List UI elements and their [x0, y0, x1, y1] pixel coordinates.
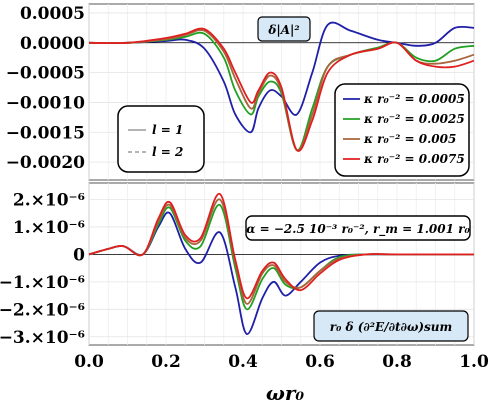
bottom-series [88, 193, 474, 335]
bottom-x-ticks: 0.0 0.2 0.4 0.6 0.8 1.0 [74, 352, 488, 372]
quantity-annotation: r₀ δ (∂²E/∂t∂ω)sum [313, 310, 469, 342]
bottom-panel: 2.×10⁻⁶1.×10⁻⁶0−1.×10⁻⁶−2.×10⁻⁶−3.×10⁻⁶ … [0, 182, 488, 372]
y-tick-label: 0.0005 [20, 4, 85, 24]
top-y-ticks: 0.0005 0.0000 −0.0005 −0.0010 −0.0015 −0.0020 [6, 4, 85, 173]
x-axis-label: ωr₀ [266, 381, 305, 405]
quantity-text: r₀ δ (∂²E/∂t∂ω)sum [330, 320, 452, 334]
x-tick-label: 0.2 [151, 352, 181, 372]
bottom-y-ticks: 2.×10⁻⁶ 1.×10⁻⁶ 0 −1.×10⁻⁶ −2.×10⁻⁶ −3.×10⁻⁶ [0, 190, 85, 347]
y-tick-label: −1.×10⁻⁶ [0, 273, 85, 293]
top-panel: 0.0005 0.0000 −0.0005 −0.0010 −0.0015 −0.0020… [6, 3, 475, 181]
x-tick-label: 0.4 [228, 352, 258, 372]
legend-style: l = 1 l = 2 [117, 105, 205, 173]
series-line-3 [88, 27, 475, 152]
y-tick-label: 0.0000 [20, 34, 85, 54]
top-annotation-text: δ|A|² [267, 23, 299, 37]
legend-style-l1: l = 1 [152, 123, 183, 137]
y-tick-label: 2.×10⁻⁶ [13, 190, 85, 210]
legend-series-2: κ r₀⁻² = 0.005 [363, 132, 456, 146]
x-tick-label: 0.0 [74, 352, 104, 372]
series-line-3 [88, 193, 474, 300]
y-tick-label: 1.×10⁻⁶ [13, 218, 85, 238]
legend-series-3: κ r₀⁻² = 0.0075 [363, 152, 465, 166]
legend-series-0: κ r₀⁻² = 0.0005 [363, 92, 465, 106]
legend-series: κ r₀⁻² = 0.0005 κ r₀⁻² = 0.0025 κ r₀⁻² =… [334, 83, 470, 177]
params-annotation: α = −2.5 10⁻³ r₀⁻², r_m = 1.001 r₀ [245, 215, 471, 241]
x-tick-label: 0.6 [305, 352, 335, 372]
legend-series-1: κ r₀⁻² = 0.0025 [363, 112, 465, 126]
y-tick-label: −0.0020 [6, 153, 85, 173]
y-tick-label: −2.×10⁻⁶ [0, 300, 85, 320]
y-tick-label: −0.0010 [6, 93, 85, 113]
y-tick-label: −3.×10⁻⁶ [0, 328, 85, 348]
y-tick-label: −0.0005 [6, 64, 85, 84]
top-series [88, 21, 475, 152]
x-tick-label: 1.0 [459, 352, 488, 372]
x-tick-label: 0.8 [382, 352, 412, 372]
top-annotation: δ|A|² [257, 16, 311, 42]
legend-style-l2: l = 2 [152, 145, 183, 159]
y-tick-label: −0.0015 [6, 123, 85, 143]
series-line-0 [88, 21, 475, 134]
params-text: α = −2.5 10⁻³ r₀⁻², r_m = 1.001 r₀ [246, 222, 470, 237]
y-tick-label: 0 [73, 245, 85, 265]
